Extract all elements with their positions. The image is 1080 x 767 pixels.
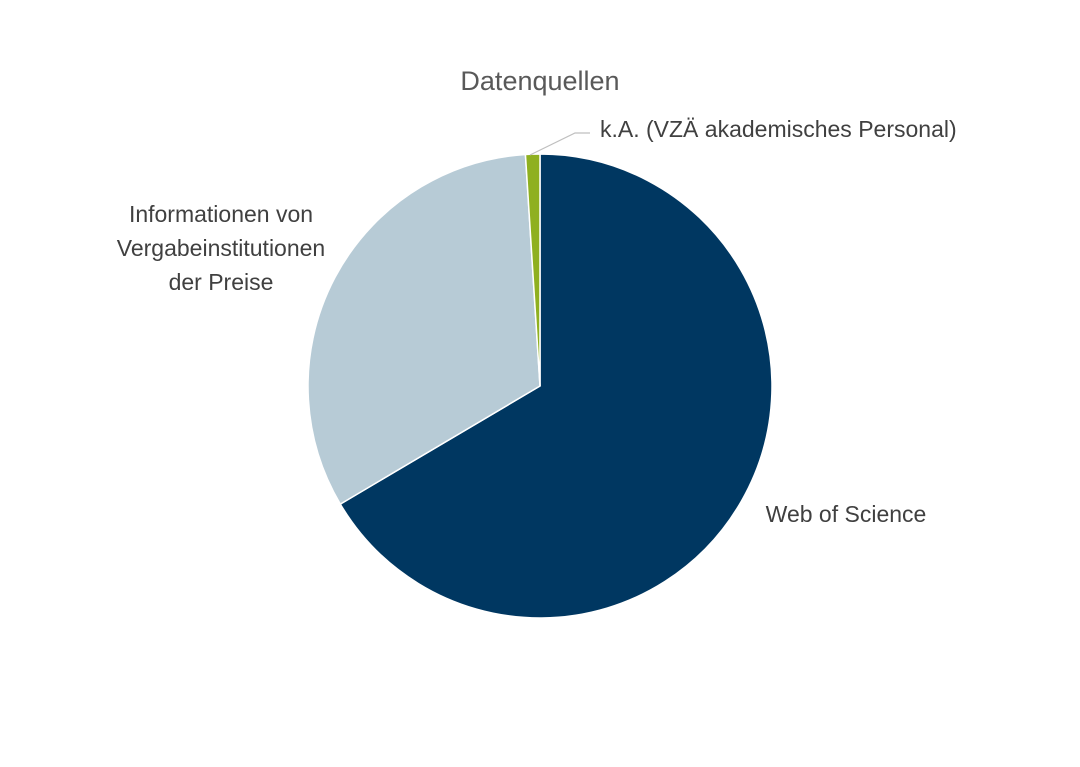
slice-label-web-of-science: Web of Science [766, 501, 927, 527]
chart-title: Datenquellen [460, 66, 619, 96]
leader-line-ka [529, 132, 590, 156]
slice-label-k-a-vz-akademisches-personal: k.A. (VZÄ akademisches Personal) [600, 116, 957, 142]
pie-slices [307, 153, 773, 619]
pie-slice-web-of-science [339, 153, 773, 619]
slice-label-informationen-von-vergabeinstitutionen-der-preise: Informationen von Vergabeinstitutionen der… [117, 201, 325, 295]
pie-slice-informationen-von-vergabeinstitutionen-der-preise [307, 153, 541, 506]
slice-labels: Web of Science Informationen von Vergabein… [117, 116, 957, 527]
